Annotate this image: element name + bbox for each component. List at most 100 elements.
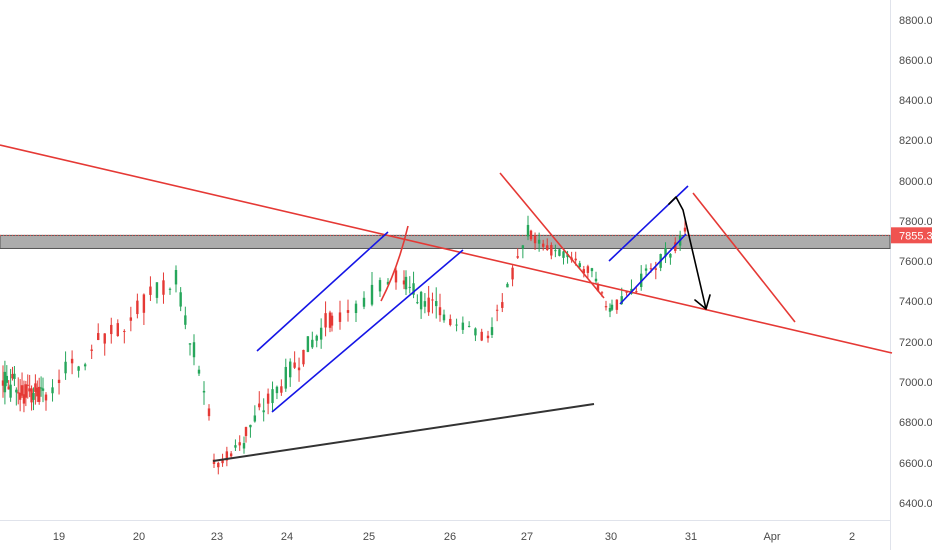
x-tick-label: 31 [685, 531, 697, 543]
candle-body [558, 249, 561, 256]
candle-body [70, 358, 74, 364]
candle-body [608, 308, 612, 312]
falling-channel-line[interactable] [499, 172, 605, 299]
candle-body [238, 442, 241, 446]
candle-body [97, 333, 100, 341]
candle-body [516, 256, 519, 258]
candle-body [20, 385, 24, 396]
candle-body [234, 445, 237, 448]
candle-body [596, 284, 600, 291]
candle-body [669, 253, 672, 258]
projection-line[interactable] [692, 192, 796, 323]
candle-body [578, 263, 581, 268]
candle-body [402, 280, 406, 285]
x-tick-label: 2 [849, 531, 855, 543]
y-tick-label: 7800.0 [899, 216, 932, 228]
candle-body [604, 306, 608, 308]
candle-body [354, 303, 358, 314]
candle-body [362, 297, 366, 307]
resistance-zone[interactable] [0, 234, 891, 249]
y-tick-label: 8400.0 [899, 95, 932, 107]
candle-body [289, 361, 292, 378]
candle-body [324, 313, 327, 328]
candle-body [582, 269, 586, 274]
main-trend-line[interactable] [0, 144, 893, 354]
x-tick-label: Apr [763, 531, 780, 543]
candle-body [419, 291, 423, 310]
candle-body [22, 394, 26, 404]
candle-body [590, 268, 594, 272]
candle-body [594, 278, 598, 282]
candle-body [57, 379, 61, 384]
candle-body [149, 286, 152, 295]
candle-body [635, 291, 638, 293]
candle-body [346, 310, 350, 313]
candle-body [36, 387, 39, 397]
candle-body [467, 325, 471, 327]
candle-body [438, 307, 442, 316]
candle-body [315, 335, 318, 341]
candle-body [17, 392, 20, 394]
candle-body [574, 258, 577, 261]
candle-body [271, 389, 274, 404]
candle-body [461, 322, 465, 330]
y-tick-label: 7400.0 [899, 296, 932, 308]
support-trend-line[interactable] [212, 403, 595, 462]
candle-body [501, 302, 504, 308]
channel-1-upper[interactable] [256, 231, 389, 352]
candle-body [266, 393, 270, 404]
candle-body [683, 227, 687, 232]
candle-body [319, 327, 323, 340]
candle-body [554, 250, 557, 252]
candle-body [244, 427, 248, 437]
candle-body [34, 383, 37, 392]
candle-body [533, 235, 537, 244]
candle-body [1, 380, 5, 386]
candle-body [225, 451, 229, 461]
candle-body [394, 270, 398, 283]
red-curve[interactable] [380, 225, 409, 302]
candle-body [217, 462, 220, 468]
down-arrow[interactable] [668, 196, 711, 310]
candle-body [174, 269, 178, 285]
candle-body [242, 443, 246, 449]
candle-body [416, 302, 419, 304]
candle-body [37, 386, 41, 402]
candle-body [249, 424, 252, 428]
candle-body [11, 374, 14, 379]
candle-body [455, 324, 458, 326]
y-tick-label: 8800.0 [899, 15, 932, 27]
candle-body [378, 280, 382, 292]
candle-body [529, 230, 533, 240]
y-tick-label: 8000.0 [899, 176, 932, 188]
candle-body [28, 388, 31, 392]
candle-body [640, 273, 643, 287]
candle-body [674, 242, 677, 251]
candle-body [338, 312, 342, 322]
candle-body [116, 323, 119, 337]
candle-body [495, 309, 499, 311]
candle-body [64, 361, 67, 374]
time-axis[interactable]: 19 20 23 24 25 26 27 30 31 Apr 2 [53, 531, 855, 543]
candle-body [370, 284, 374, 305]
candle-body [3, 371, 7, 393]
x-tick-label: 26 [444, 531, 456, 543]
candle-body [123, 330, 126, 332]
candle-body [526, 224, 530, 237]
price-axis[interactable]: 8800.0 8600.0 8400.0 8200.0 8000.0 7800.… [899, 15, 932, 510]
y-tick-label: 8600.0 [899, 55, 932, 67]
candle-body [562, 251, 565, 258]
candle-body [168, 288, 172, 290]
candle-body [408, 286, 411, 288]
candle-body [77, 366, 80, 371]
candle-body [197, 369, 201, 374]
y-tick-label: 7000.0 [899, 377, 932, 389]
channel-2-lower[interactable] [619, 233, 687, 305]
candle-body [644, 268, 648, 271]
candle-body [625, 291, 628, 293]
candle-body [202, 390, 206, 393]
channel-1-lower[interactable] [271, 249, 464, 413]
candle-body [330, 315, 334, 326]
candle-body [207, 408, 211, 417]
